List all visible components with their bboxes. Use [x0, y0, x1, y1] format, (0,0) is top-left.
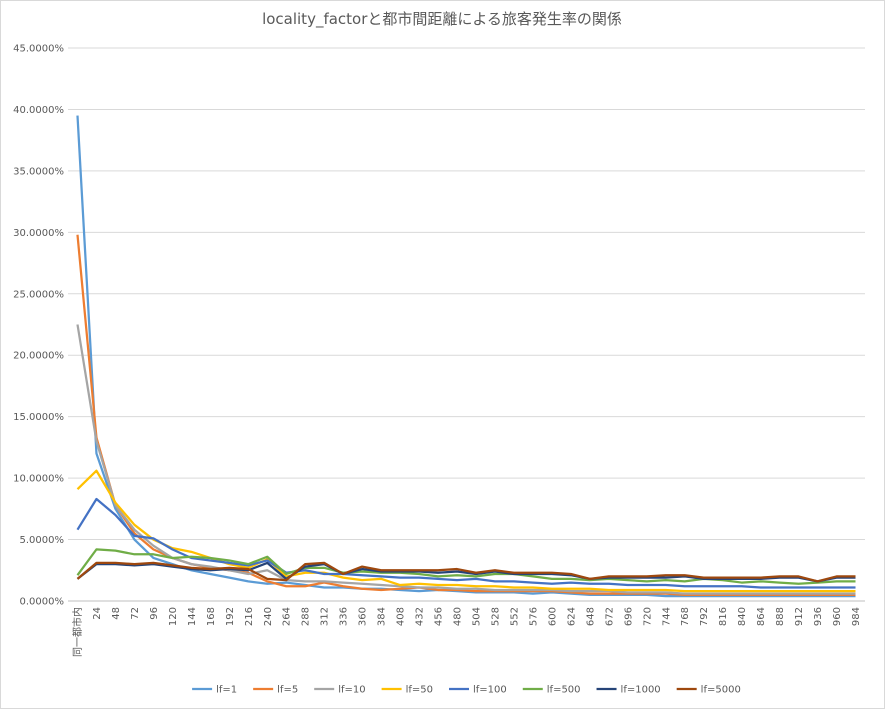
series-line	[76, 561, 856, 583]
x-tick-label: 24	[92, 607, 103, 620]
x-tick-label: 792	[699, 607, 710, 626]
x-tick-label: 528	[490, 607, 501, 626]
legend-label: lf=50	[406, 685, 433, 696]
y-tick-label: 20.0000%	[13, 351, 64, 362]
series-line	[76, 548, 856, 585]
chart-title: locality_factorと都市間距離による旅客発生率の関係	[262, 10, 622, 29]
y-tick-label: 5.0000%	[20, 535, 65, 546]
series-line	[76, 324, 856, 595]
x-tick-label: 144	[187, 607, 198, 626]
x-tick-label: 240	[263, 607, 274, 626]
legend-label: lf=5	[277, 685, 298, 696]
x-tick-label: 432	[415, 607, 426, 626]
x-tick-label: 同一都市内	[71, 607, 84, 657]
x-tick-label: 576	[528, 607, 539, 626]
x-tick-label: 456	[434, 607, 445, 626]
x-tick-label: 888	[775, 607, 786, 626]
x-tick-label: 216	[244, 607, 255, 626]
series-line	[76, 115, 856, 598]
x-tick-label: 624	[566, 607, 577, 626]
x-tick-label: 72	[130, 607, 141, 620]
legend-label: lf=5000	[701, 685, 741, 696]
legend-label: lf=500	[547, 685, 581, 696]
x-tick-label: 96	[149, 607, 160, 620]
x-tick-label: 912	[794, 607, 805, 626]
y-tick-label: 40.0000%	[13, 105, 64, 116]
x-tick-label: 120	[168, 607, 179, 626]
x-tick-label: 288	[301, 607, 312, 626]
x-tick-label: 336	[339, 607, 350, 626]
y-tick-label: 25.0000%	[13, 289, 64, 300]
x-tick-label: 504	[471, 607, 482, 626]
x-tick-label: 408	[396, 607, 407, 626]
x-tick-label: 960	[832, 607, 843, 626]
x-tick-label: 600	[547, 607, 558, 626]
y-tick-label: 45.0000%	[13, 44, 64, 55]
y-tick-label: 35.0000%	[13, 166, 64, 177]
x-tick-label: 768	[680, 607, 691, 626]
series-line	[76, 561, 856, 583]
legend-label: lf=1	[216, 685, 237, 696]
legend-label: lf=100	[473, 685, 507, 696]
x-tick-label: 864	[756, 607, 767, 626]
x-tick-label: 384	[377, 607, 388, 626]
x-tick-label: 696	[623, 607, 634, 626]
x-tick-label: 168	[206, 607, 217, 626]
x-tick-label: 984	[851, 607, 862, 626]
series-line	[76, 497, 856, 589]
y-tick-label: 30.0000%	[13, 228, 64, 239]
x-tick-label: 936	[813, 607, 824, 626]
x-tick-label: 480	[453, 607, 464, 626]
x-tick-label: 192	[225, 607, 236, 626]
legend: lf=1 lf=5 lf=10 lf=50 lf=100 lf=500 lf=1000 lf=…	[192, 685, 741, 696]
y-tick-label: 10.0000%	[13, 474, 64, 485]
x-tick-label: 264	[282, 607, 293, 626]
x-tick-label: 48	[111, 607, 122, 620]
x-tick-label: 720	[642, 607, 653, 626]
y-tick-label: 15.0000%	[13, 412, 64, 423]
x-tick-label: 840	[737, 607, 748, 626]
x-tick-label: 816	[718, 607, 729, 626]
legend-label: lf=1000	[621, 685, 661, 696]
y-tick-label: 0.0000%	[20, 597, 65, 608]
x-tick-label: 744	[661, 607, 672, 626]
x-tick-label: 360	[358, 607, 369, 626]
x-tick-label: 648	[585, 607, 596, 626]
x-tick-label: 552	[509, 607, 520, 626]
x-tick-label: 672	[604, 607, 615, 626]
legend-label: lf=10	[338, 685, 365, 696]
x-tick-label: 312	[320, 607, 331, 626]
